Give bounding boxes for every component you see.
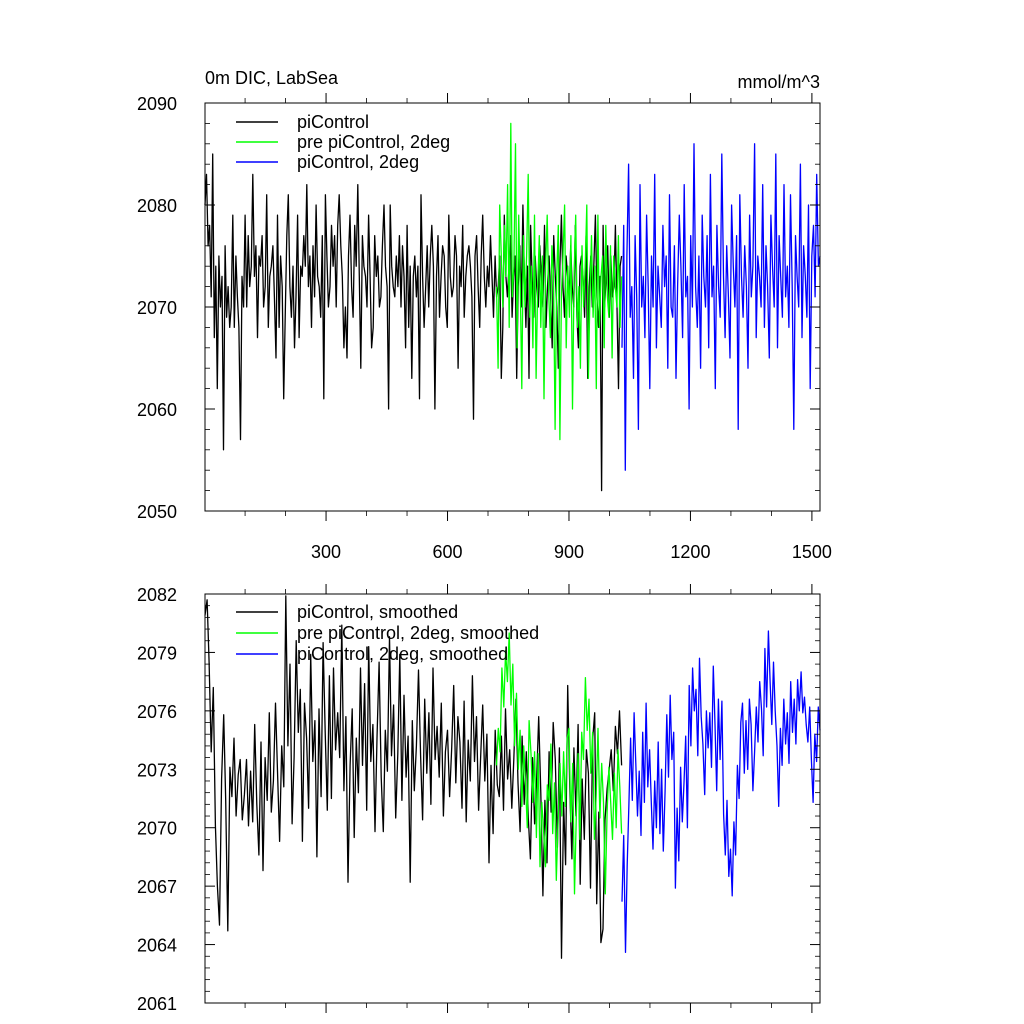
bottom-ytick-label: 2067: [137, 877, 177, 897]
bottom-series-black-line: [204, 595, 623, 959]
bottom-legend-label-blue: piControl, 2deg, smoothed: [297, 644, 508, 664]
top-series-green-line: [495, 122, 623, 441]
top-series-blue-line: [621, 143, 821, 471]
bottom-ytick-label: 2073: [137, 760, 177, 780]
bottom-legend-label-green: pre piControl, 2deg, smoothed: [297, 623, 539, 643]
top-plot-frame: [204, 102, 821, 512]
top-ytick-label: 2090: [137, 94, 177, 114]
top-panel: 0m DIC, LabSea mmol/m^3 2050 2060 2070 2080…: [137, 68, 832, 562]
top-legend-label-green: pre piControl, 2deg: [297, 132, 450, 152]
top-tick-layer: 2050 2060 2070 2080 2090 300 600 900 1200 1500: [137, 93, 832, 562]
bottom-ytick-label: 2079: [137, 643, 177, 663]
top-xtick-label: 600: [432, 542, 462, 562]
top-xtick-label: 1200: [670, 542, 710, 562]
top-panel-title: 0m DIC, LabSea: [205, 68, 339, 88]
top-legend-label-blue: piControl, 2deg: [297, 152, 419, 172]
top-ytick-label: 2060: [137, 400, 177, 420]
bottom-legend-label-black: piControl, smoothed: [297, 602, 458, 622]
top-ytick-label: 2050: [137, 502, 177, 522]
top-series-black-line: [204, 153, 623, 492]
bottom-ytick-label: 2070: [137, 819, 177, 839]
bottom-ytick-label: 2064: [137, 936, 177, 956]
bottom-ytick-label: 2076: [137, 702, 177, 722]
top-xtick-label: 900: [554, 542, 584, 562]
bottom-series-blue-line: [621, 630, 821, 954]
bottom-ytick-label: 2082: [137, 585, 177, 605]
top-xtick-label: 1500: [792, 542, 832, 562]
top-panel-units: mmol/m^3: [738, 72, 820, 92]
top-xtick-label: 300: [311, 542, 341, 562]
bottom-series-green-line: [495, 632, 623, 895]
bottom-series-layer: [204, 595, 821, 959]
top-series-layer: [204, 122, 821, 492]
bottom-ytick-label: 2061: [137, 994, 177, 1014]
bottom-panel: 2061 2064 2067 2070 2073 2076 2079 2082 piContr…: [137, 584, 821, 1014]
top-legend-label-black: piControl: [297, 112, 369, 132]
top-ytick-label: 2080: [137, 196, 177, 216]
bottom-plot-frame: [204, 593, 821, 1004]
bottom-tick-layer: 2061 2064 2067 2070 2073 2076 2079 2082: [137, 584, 820, 1014]
top-ytick-label: 2070: [137, 298, 177, 318]
